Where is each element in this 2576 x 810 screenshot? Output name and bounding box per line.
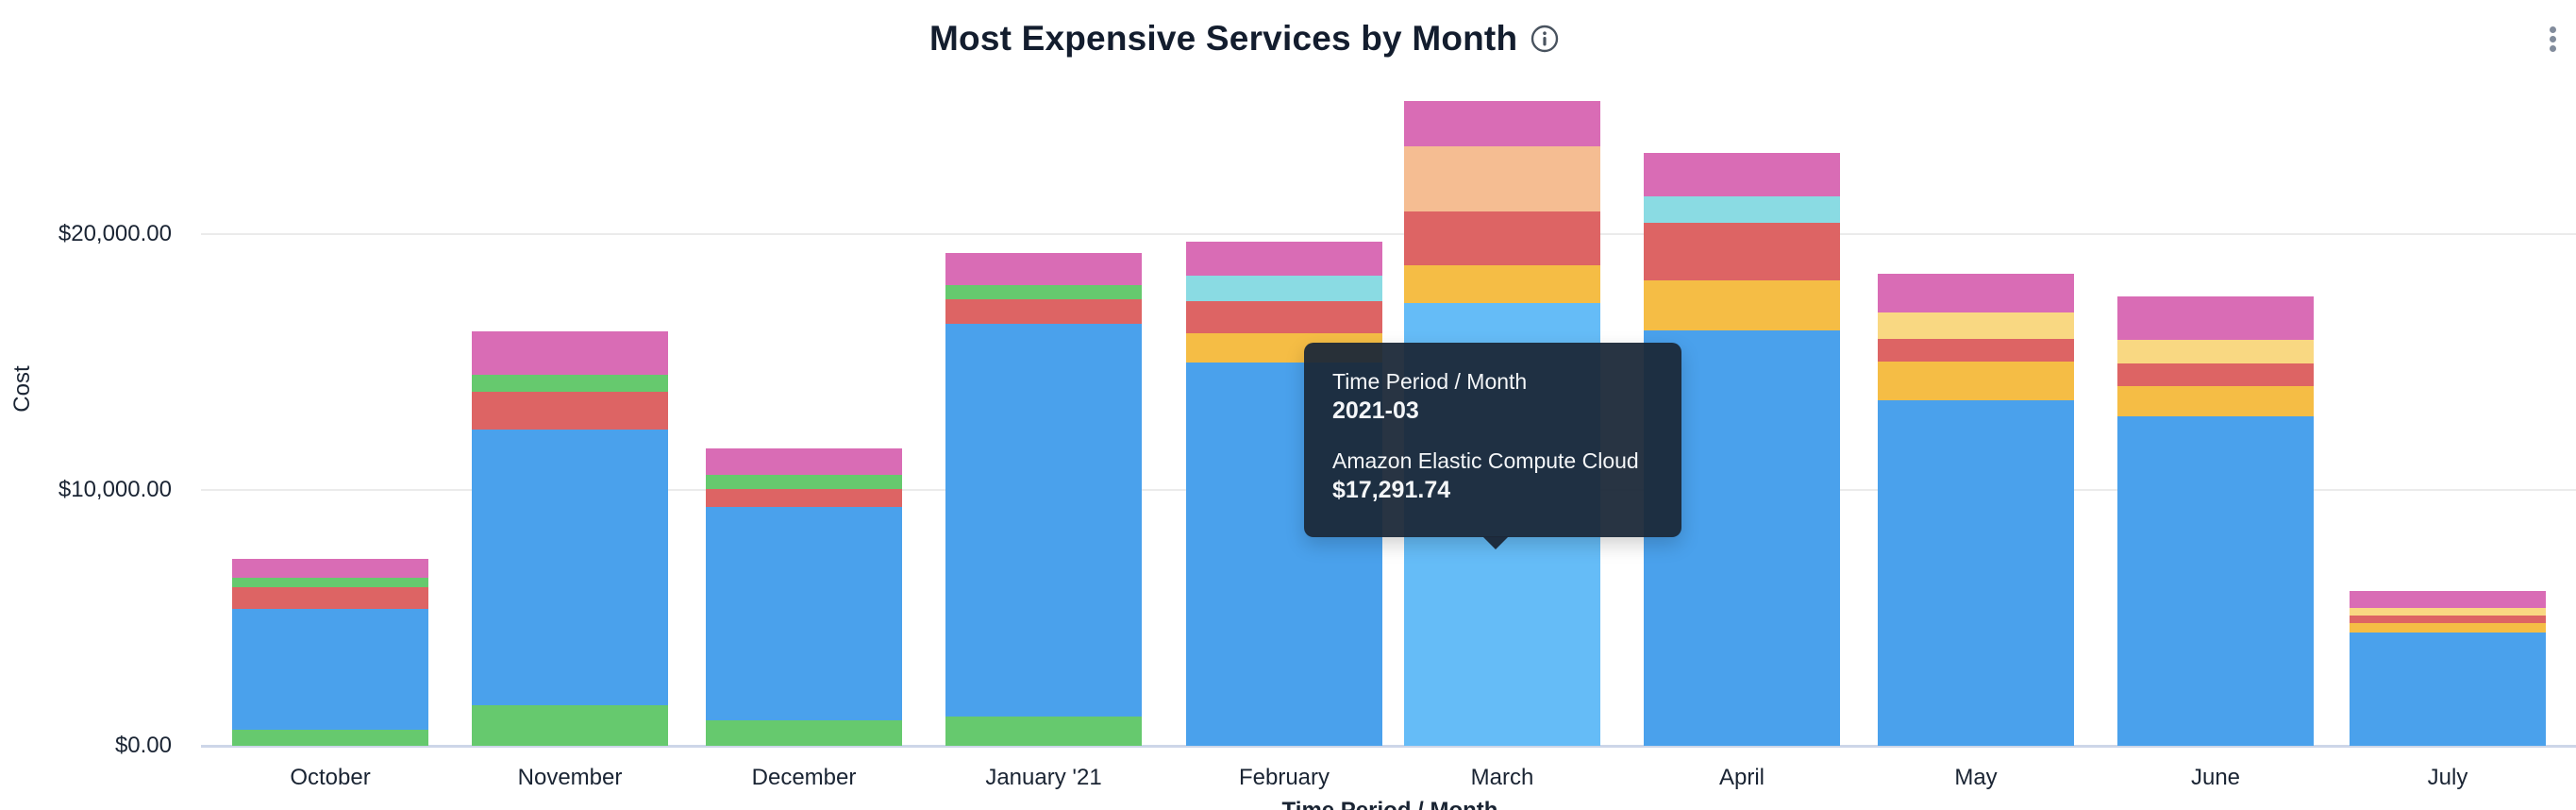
chart-title: Most Expensive Services by Month bbox=[929, 19, 1518, 58]
bar-segment-October-green[interactable] bbox=[232, 729, 428, 746]
bar-segment-March-peach[interactable] bbox=[1404, 146, 1600, 212]
bar-segment-July-red[interactable] bbox=[2350, 615, 2546, 623]
x-axis-label-March: March bbox=[1470, 765, 1534, 790]
info-circle-icon[interactable] bbox=[1531, 25, 1559, 53]
bar-segment-January--21-green[interactable] bbox=[945, 285, 1142, 300]
bar-segment-February-cyan[interactable] bbox=[1186, 276, 1382, 302]
chart-header: Most Expensive Services by Month bbox=[929, 19, 1559, 59]
y-axis-title: Cost bbox=[9, 365, 35, 413]
bar-segment-March-red[interactable] bbox=[1404, 211, 1600, 266]
tooltip-series-value: $17,291.74 bbox=[1332, 477, 1451, 503]
bar-segment-March-pink[interactable] bbox=[1404, 100, 1600, 147]
bar-segment-November-blue[interactable] bbox=[472, 430, 668, 705]
x-axis-label-October: October bbox=[290, 765, 371, 790]
bar-segment-April-cyan[interactable] bbox=[1644, 195, 1840, 223]
x-axis-label-May: May bbox=[1954, 765, 1998, 790]
bar-segment-July-lightyellow[interactable] bbox=[2350, 607, 2546, 616]
bar-segment-January--21-pink[interactable] bbox=[945, 252, 1142, 286]
bar-segment-January--21-red[interactable] bbox=[945, 299, 1142, 325]
x-axis-label-November: November bbox=[517, 765, 623, 790]
x-axis-label-June: June bbox=[2190, 765, 2241, 790]
kebab-menu-icon[interactable] bbox=[2546, 26, 2559, 52]
bar-segment-May-lightyellow[interactable] bbox=[1878, 312, 2074, 340]
bar-segment-November-red[interactable] bbox=[472, 392, 668, 430]
bar-segment-December-green[interactable] bbox=[706, 719, 902, 746]
bar-segment-October-red[interactable] bbox=[232, 586, 428, 609]
bar-segment-November-green[interactable] bbox=[472, 375, 668, 393]
bar-segment-October-blue[interactable] bbox=[232, 608, 428, 730]
bar-segment-December-red[interactable] bbox=[706, 488, 902, 507]
bar-segment-November-green[interactable] bbox=[472, 704, 668, 746]
bar-segment-May-blue[interactable] bbox=[1878, 400, 2074, 746]
bar-segment-June-orange[interactable] bbox=[2117, 386, 2314, 417]
y-tick-label-0: $0.00 bbox=[114, 733, 172, 758]
tooltip: Time Period / Month 2021-03 Amazon Elast… bbox=[1304, 343, 1681, 549]
bar-segment-October-pink[interactable] bbox=[232, 558, 428, 578]
bar-segment-February-pink[interactable] bbox=[1186, 241, 1382, 277]
y-tick-label-10000: $10,000.00 bbox=[58, 477, 172, 502]
bar-segment-January--21-blue[interactable] bbox=[945, 324, 1142, 717]
tooltip-series-label: Amazon Elastic Compute Cloud bbox=[1332, 448, 1639, 473]
bar-segment-May-pink[interactable] bbox=[1878, 274, 2074, 313]
bar-segment-June-blue[interactable] bbox=[2117, 416, 2314, 746]
bar-segment-June-red[interactable] bbox=[2117, 363, 2314, 387]
bar-segment-December-green[interactable] bbox=[706, 475, 902, 489]
bar-segment-May-orange[interactable] bbox=[1878, 362, 2074, 401]
tooltip-dimension-value: 2021-03 bbox=[1332, 397, 1419, 424]
bar-segment-April-red[interactable] bbox=[1644, 222, 1840, 281]
bar-segment-November-pink[interactable] bbox=[472, 331, 668, 376]
bar-segment-July-orange[interactable] bbox=[2350, 622, 2546, 633]
x-axis-title: Time Period / Month bbox=[1282, 798, 1498, 810]
gridline-0 bbox=[201, 745, 2576, 748]
x-axis-label-July: July bbox=[2427, 765, 2468, 790]
bar-segment-March-orange[interactable] bbox=[1404, 265, 1600, 304]
bar-segment-June-pink[interactable] bbox=[2117, 296, 2314, 341]
bar-segment-January--21-green[interactable] bbox=[945, 716, 1142, 746]
x-axis-label-April: April bbox=[1718, 765, 1765, 790]
x-axis-label-January--21: January '21 bbox=[985, 765, 1102, 790]
bar-segment-December-blue[interactable] bbox=[706, 506, 902, 720]
bar-segment-December-pink[interactable] bbox=[706, 448, 902, 476]
gridline-20000 bbox=[201, 233, 2576, 235]
bar-segment-July-pink[interactable] bbox=[2350, 590, 2546, 608]
tooltip-arrow bbox=[1482, 536, 1509, 549]
bar-segment-May-red[interactable] bbox=[1878, 339, 2074, 363]
tooltip-dimension-label: Time Period / Month bbox=[1332, 369, 1528, 394]
bar-segment-October-green[interactable] bbox=[232, 577, 428, 587]
bar-segment-February-red[interactable] bbox=[1186, 301, 1382, 334]
bar-segment-July-blue[interactable] bbox=[2350, 632, 2546, 746]
x-axis-label-December: December bbox=[751, 765, 857, 790]
x-axis-label-February: February bbox=[1238, 765, 1330, 790]
y-tick-label-20000: $20,000.00 bbox=[58, 221, 172, 246]
bar-segment-April-orange[interactable] bbox=[1644, 280, 1840, 331]
bar-segment-April-pink[interactable] bbox=[1644, 152, 1840, 196]
bar-segment-June-lightyellow[interactable] bbox=[2117, 340, 2314, 364]
